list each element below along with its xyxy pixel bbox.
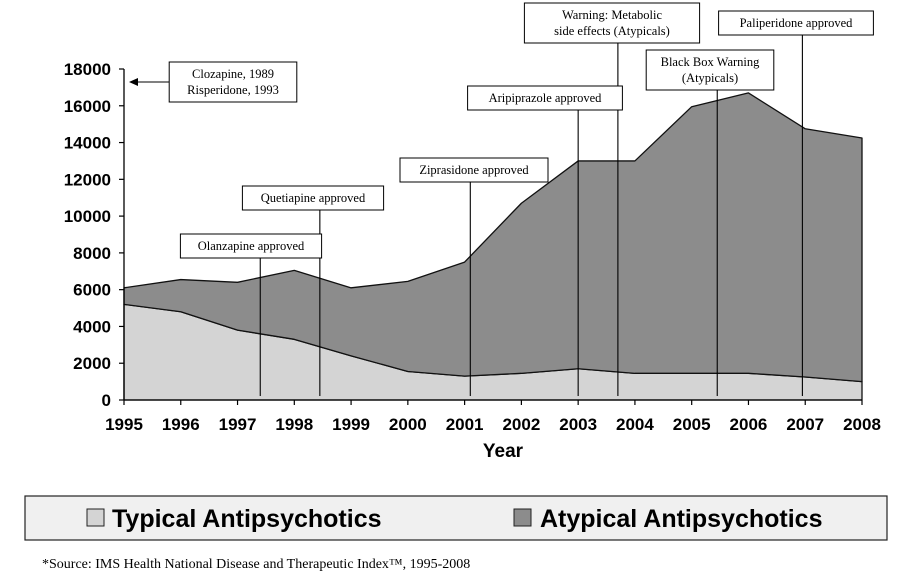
x-tick-label: 1995 bbox=[105, 415, 143, 434]
x-tick-label: 1997 bbox=[219, 415, 257, 434]
annotation-callout: Black Box Warning (Atypicals) bbox=[645, 49, 775, 91]
y-tick-label: 16000 bbox=[64, 97, 111, 116]
area-series-atypical bbox=[123, 92, 863, 383]
x-tick-label: 1998 bbox=[275, 415, 313, 434]
annotation-text: Risperidone, 1993 bbox=[187, 83, 279, 97]
annotation-text: side effects (Atypicals) bbox=[554, 24, 670, 38]
left-arrow-icon bbox=[129, 78, 138, 86]
legend-frame bbox=[24, 495, 888, 541]
annotation-box bbox=[467, 85, 623, 111]
legend-label-typical: Typical Antipsychotics bbox=[112, 505, 382, 533]
x-axis-title: Year bbox=[483, 441, 524, 462]
y-tick-label: 4000 bbox=[73, 317, 111, 336]
source-note: *Source: IMS Health National Disease and… bbox=[42, 557, 470, 572]
annotation-box bbox=[241, 185, 385, 211]
annotation-box bbox=[645, 49, 775, 91]
annotation-text: Olanzapine approved bbox=[198, 239, 305, 253]
y-tick-label: 10000 bbox=[64, 207, 111, 226]
x-tick-label: 2007 bbox=[786, 415, 824, 434]
y-tick-label: 0 bbox=[102, 391, 111, 410]
annotation-text: (Atypicals) bbox=[682, 71, 738, 85]
legend-swatch-atypical bbox=[513, 508, 532, 527]
annotation-text: Aripiprazole approved bbox=[489, 91, 603, 105]
y-tick-label: 6000 bbox=[73, 281, 111, 300]
y-tick-labels: 0 2000 4000 6000 8000 10000 12000 14000 16000 180… bbox=[64, 60, 111, 410]
x-tick-label: 2008 bbox=[843, 415, 881, 434]
x-tick-label: 2002 bbox=[502, 415, 540, 434]
annotation-callout: Clozapine, 1989 Risperidone, 1993 bbox=[129, 61, 298, 103]
annotation-text: Black Box Warning bbox=[661, 55, 760, 69]
annotation-box bbox=[399, 157, 549, 183]
x-tick-label: 1996 bbox=[162, 415, 200, 434]
x-tick-label: 2004 bbox=[616, 415, 654, 434]
x-tick-label: 2001 bbox=[446, 415, 484, 434]
y-tick-label: 18000 bbox=[64, 60, 111, 79]
annotation-text: Ziprasidone approved bbox=[419, 163, 529, 177]
annotation-text: Paliperidone approved bbox=[740, 16, 854, 30]
x-tick-label: 2006 bbox=[730, 415, 768, 434]
x-tick-label: 2000 bbox=[389, 415, 427, 434]
x-tick-labels: 1995 1996 1997 1998 1999 2000 2001 2002 2003 2004… bbox=[105, 415, 881, 434]
annotation-boxes: Clozapine, 1989 Risperidone, 1993 Olanzapi… bbox=[129, 2, 874, 259]
y-tick-label: 14000 bbox=[64, 134, 111, 153]
legend-swatch-typical bbox=[86, 508, 105, 527]
annotation-callout: Ziprasidone approved bbox=[399, 157, 549, 183]
annotation-callout: Paliperidone approved bbox=[718, 10, 874, 36]
annotation-box bbox=[179, 233, 323, 259]
annotation-box bbox=[168, 61, 298, 103]
annotation-callout: Quetiapine approved bbox=[241, 185, 385, 211]
legend: Typical Antipsychotics Atypical Antipsyc… bbox=[24, 495, 888, 541]
annotation-box bbox=[718, 10, 874, 36]
y-tick-label: 12000 bbox=[64, 170, 111, 189]
y-tick-label: 2000 bbox=[73, 354, 111, 373]
annotation-text: Clozapine, 1989 bbox=[192, 67, 274, 81]
annotation-text: Quetiapine approved bbox=[261, 191, 366, 205]
axes bbox=[119, 68, 863, 405]
annotation-box bbox=[523, 2, 701, 44]
annotation-callout: Aripiprazole approved bbox=[467, 85, 623, 111]
x-tick-label: 1999 bbox=[332, 415, 370, 434]
annotation-callout: Warning: Metabolic side effects (Atypical… bbox=[523, 2, 701, 44]
annotation-text: Warning: Metabolic bbox=[562, 8, 662, 22]
x-tick-label: 2005 bbox=[673, 415, 711, 434]
annotation-callout: Olanzapine approved bbox=[179, 233, 323, 259]
legend-label-atypical: Atypical Antipsychotics bbox=[540, 505, 822, 533]
y-tick-label: 8000 bbox=[73, 244, 111, 263]
x-tick-label: 2003 bbox=[559, 415, 597, 434]
